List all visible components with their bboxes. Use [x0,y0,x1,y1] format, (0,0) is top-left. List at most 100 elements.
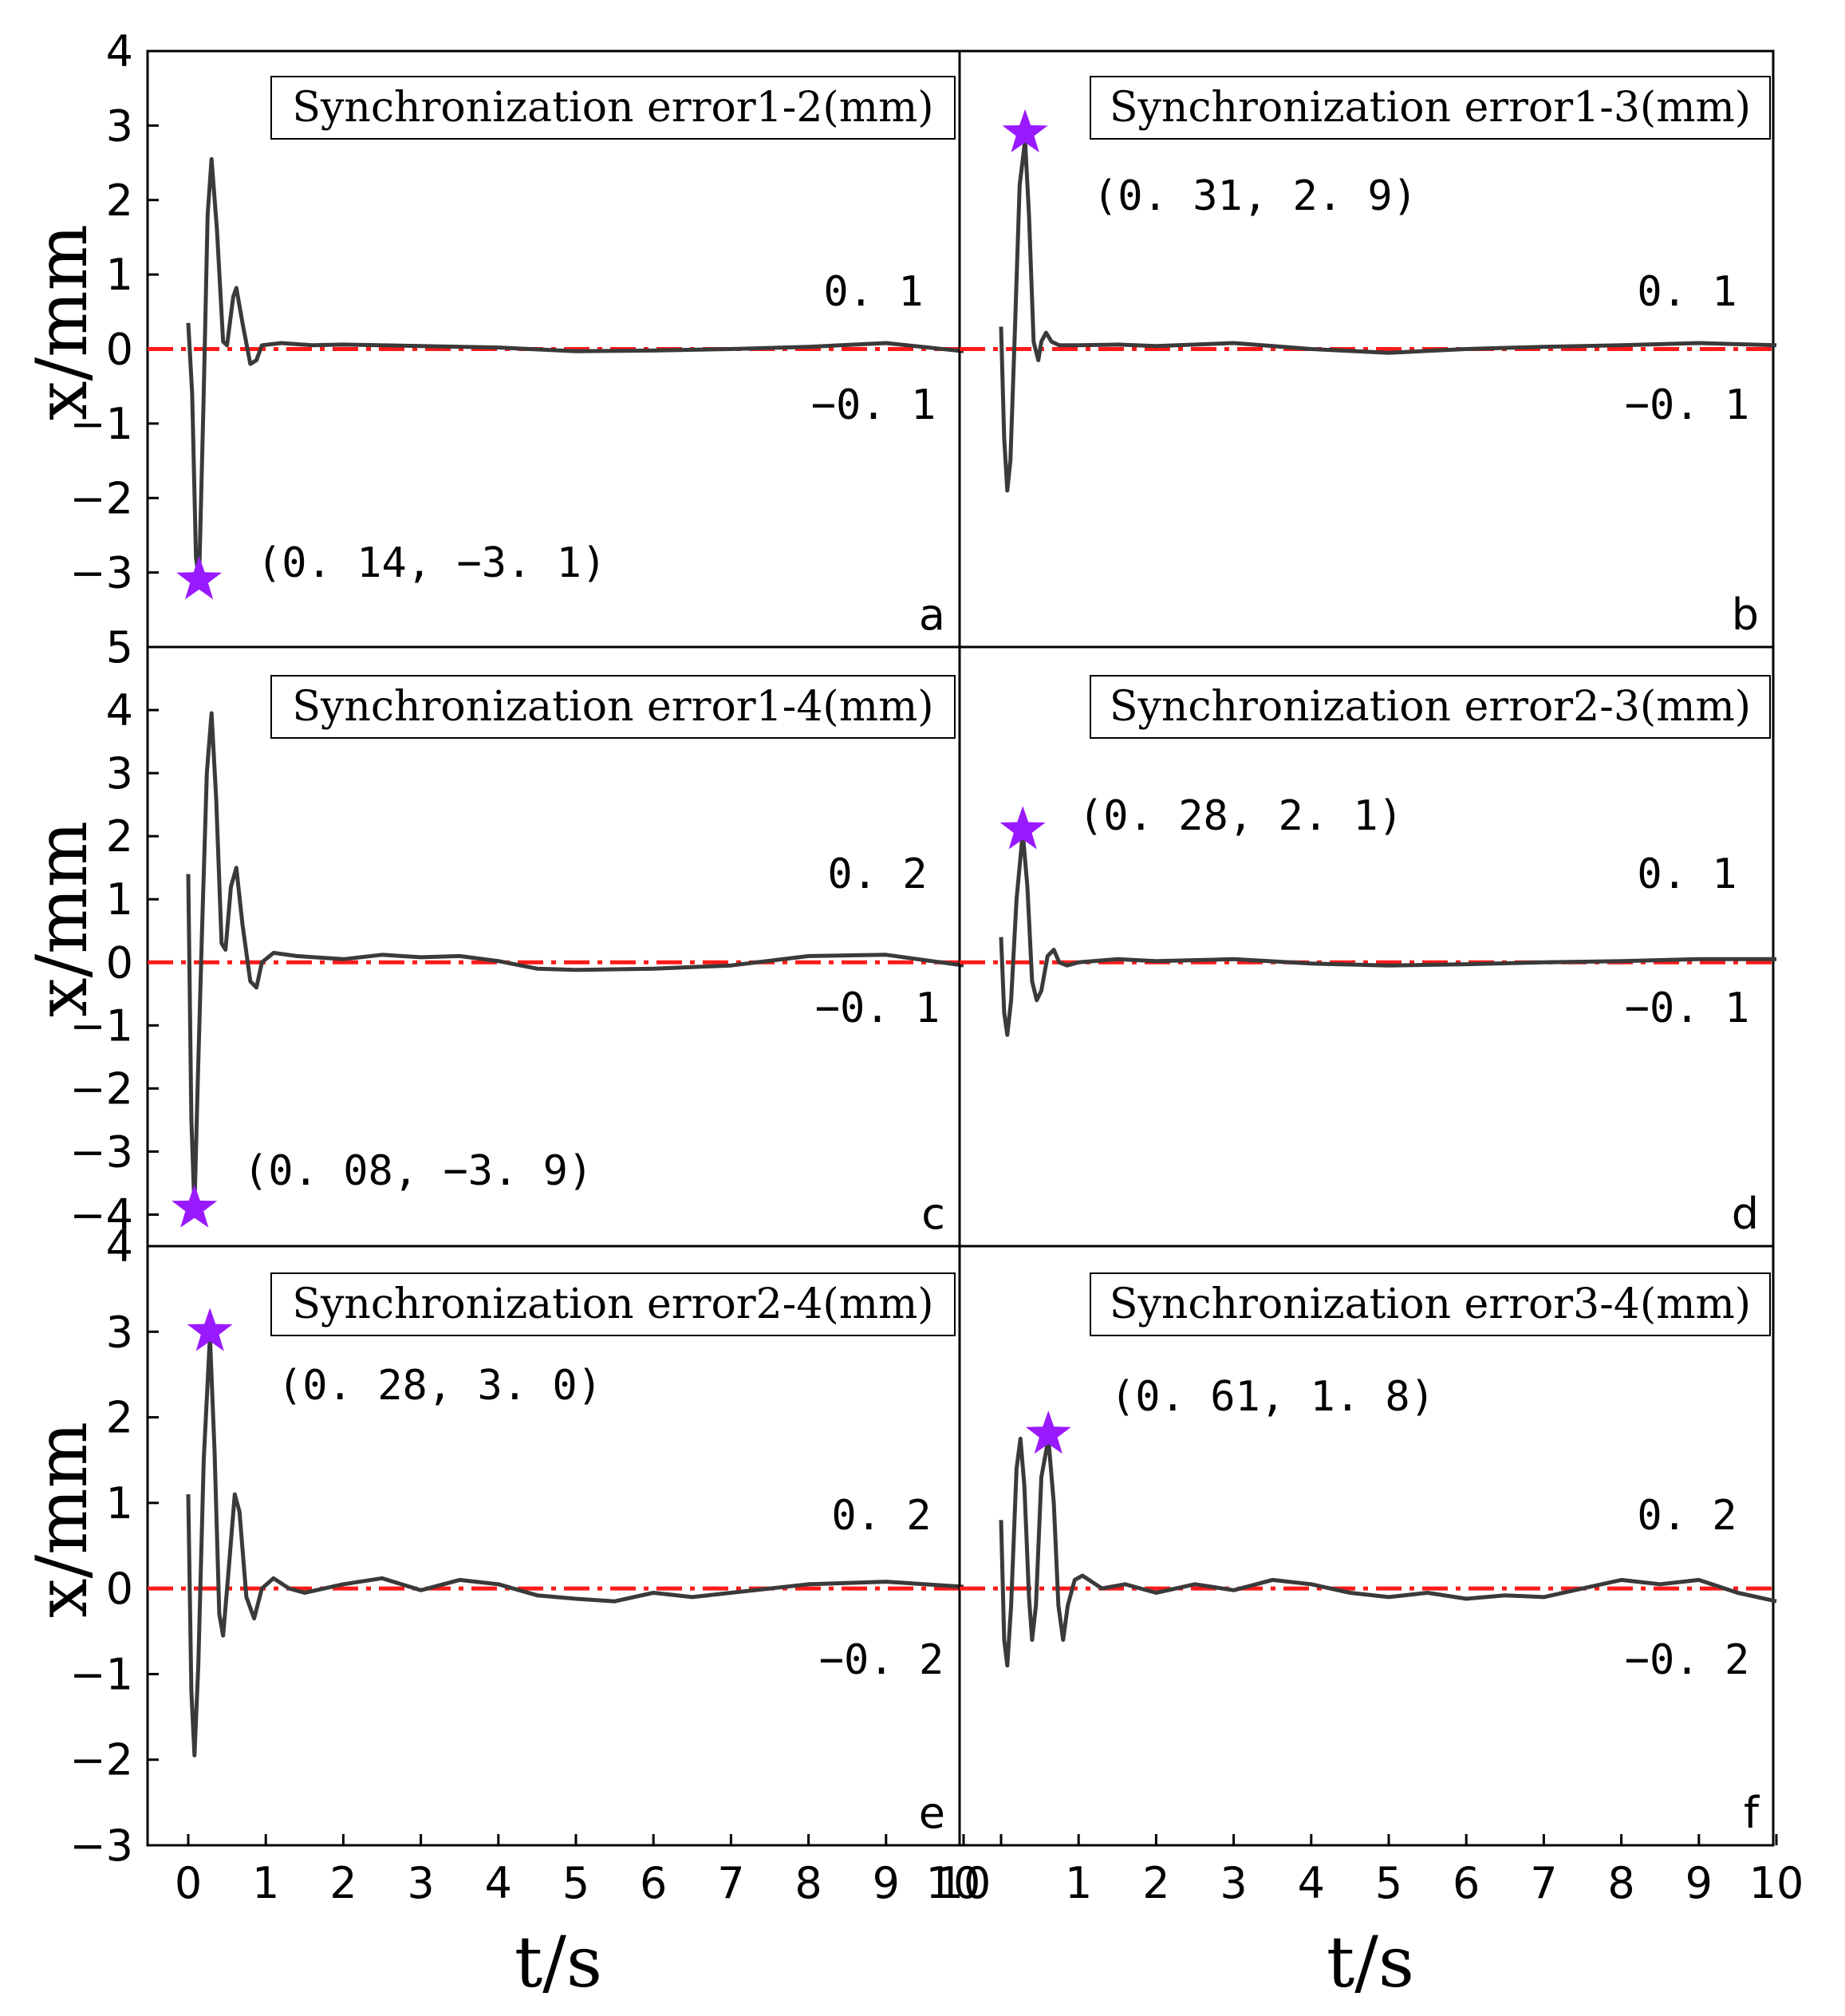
y-tick-label: 4 [106,685,133,736]
y-tick-label: −2 [69,473,133,523]
peak-star-marker [1002,108,1048,152]
legend-box [270,1272,956,1336]
y-tick-label: −2 [69,1735,133,1785]
x-tick-label: 9 [873,1858,900,1908]
x-tick-label: 1 [252,1858,279,1908]
peak-annotation: (0. 28, 3. 0) [278,1362,602,1410]
upper-bound-label: 0. 1 [1637,850,1737,898]
x-tick-label: 0 [175,1858,202,1908]
x-tick-label: 1 [1065,1858,1092,1908]
upper-bound-label: 0. 1 [823,268,923,316]
y-tick-label: 4 [106,26,133,77]
error-series-line [999,830,1776,1037]
legend-title: Synchronization error1-2(mm) [292,84,933,132]
error-series-line [999,1436,1777,1668]
y-tick-label: 0 [106,325,133,375]
x-tick-label: 7 [717,1858,744,1908]
y-tick-label: 1 [106,250,133,300]
peak-star-marker [187,1308,233,1351]
y-tick-label: 4 [106,1221,133,1272]
x-tick-label: 3 [407,1858,434,1908]
x-axis-label-right: t/s [1327,1921,1414,2003]
peak-annotation: (0. 61, 1. 8) [1110,1373,1435,1421]
x-tick-label: 2 [1142,1858,1169,1908]
x-tick-label: 6 [640,1858,667,1908]
y-tick-label: 3 [106,748,133,799]
y-tick-label: −1 [69,399,133,449]
panel-d: Synchronization error2-3(mm) 0. 1 −0. 1 (0.… [958,645,1776,1248]
peak-annotation: (0. 31, 2. 9) [1093,172,1417,220]
lower-bound-label: −0. 1 [815,984,940,1032]
panel-f: Synchronization error3-4(mm) 0. 2 −0. 2 (0.… [926,1245,1804,1908]
legend-title: Synchronization error3-4(mm) [1110,1280,1751,1328]
lower-bound-label: −0. 1 [1625,381,1750,429]
x-tick-label: 4 [485,1858,512,1908]
lower-bound-label: −0. 2 [819,1636,944,1684]
upper-bound-label: 0. 1 [1637,268,1737,316]
panel-letter: a [919,590,945,640]
legend-title: Synchronization error1-4(mm) [292,683,933,731]
x-tick-label: 8 [794,1858,822,1908]
x-tick-label: 7 [1530,1858,1557,1908]
legend-box [1090,76,1771,140]
peak-star-marker [176,556,223,600]
panel-letter: e [919,1788,945,1838]
error-series-line [186,1334,964,1758]
x-tick-label: 10 [936,1858,991,1908]
y-tick-label: −2 [69,1063,133,1114]
y-tick-label: 1 [106,1478,133,1529]
y-tick-label: 2 [106,1393,133,1443]
x-tick-label: 10 [926,1858,981,1908]
y-tick-label: 0 [106,1564,133,1614]
panel-b: Synchronization error1-3(mm) 0. 1 −0. 1 (0.… [958,49,1777,649]
x-tick-label: 5 [1375,1858,1402,1908]
upper-bound-label: 0. 2 [827,850,927,898]
peak-star-marker [1025,1410,1071,1454]
panel-letter: f [1744,1788,1760,1838]
upper-bound-label: 0. 2 [831,1492,931,1540]
x-tick-label: 10 [1749,1858,1804,1908]
error-series-line [186,156,964,582]
y-tick-label: 3 [106,101,133,151]
y-axis-label-bottom: x/mm [21,1422,103,1618]
error-series-line [186,711,964,1211]
x-tick-label: 9 [1685,1858,1713,1908]
peak-star-marker [999,806,1046,850]
y-axis-labels: x/mm x/mm x/mm [21,224,103,1618]
lower-bound-label: −0. 1 [1625,984,1750,1032]
x-tick-label: 8 [1607,1858,1634,1908]
x-tick-label: 3 [1220,1858,1247,1908]
y-tick-label: −3 [69,1821,133,1871]
legend-title: Synchronization error2-4(mm) [292,1280,933,1328]
legend-box [270,76,956,140]
x-tick-label: 5 [562,1858,589,1908]
y-tick-label: −1 [69,1649,133,1699]
y-axis-label-top: x/mm [21,224,103,420]
y-tick-label: 2 [106,176,133,226]
legend-box [1090,1272,1771,1336]
y-tick-label: −3 [69,1126,133,1177]
x-tick-label: 4 [1298,1858,1325,1908]
lower-bound-label: −0. 1 [811,381,936,429]
peak-annotation: (0. 14, −3. 1) [257,539,606,587]
error-series-line [999,138,1777,493]
upper-bound-label: 0. 2 [1637,1492,1737,1540]
panel-letter: d [1732,1189,1759,1239]
y-axis-label-middle: x/mm [21,821,103,1017]
y-tick-label: −4 [69,1189,133,1240]
panel-c: 5 4 3 2 1 0 −1 −2 −3 −4 Synchronization error1-4(m… [69,622,964,1248]
x-axis-label-left: t/s [514,1921,602,2003]
y-tick-label: 0 [106,937,133,988]
y-tick-label: 5 [106,622,133,673]
peak-annotation: (0. 08, −3. 9) [243,1147,593,1195]
legend-box [270,675,956,739]
legend-box [1090,675,1771,739]
legend-title: Synchronization error1-3(mm) [1110,84,1751,132]
panel-letter: c [921,1189,945,1239]
peak-star-marker [171,1184,218,1228]
x-axis-labels: t/s t/s [514,1921,1414,2003]
panel-letter: b [1732,590,1759,640]
